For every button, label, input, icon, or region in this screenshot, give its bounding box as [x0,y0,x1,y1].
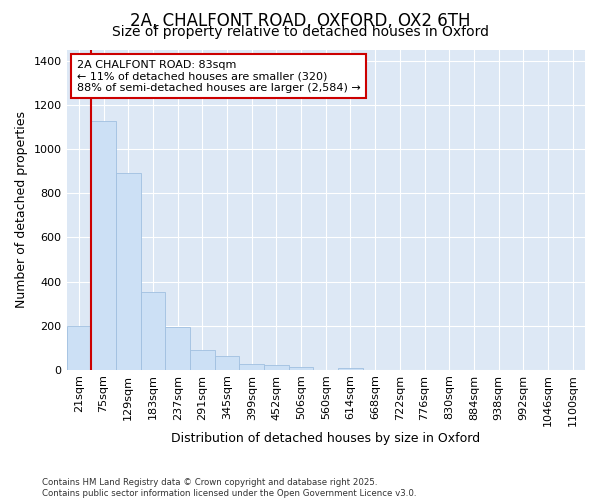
Text: 2A CHALFONT ROAD: 83sqm
← 11% of detached houses are smaller (320)
88% of semi-d: 2A CHALFONT ROAD: 83sqm ← 11% of detache… [77,60,361,93]
X-axis label: Distribution of detached houses by size in Oxford: Distribution of detached houses by size … [171,432,481,445]
Bar [239,364,264,370]
Y-axis label: Number of detached properties: Number of detached properties [15,112,28,308]
Bar [338,368,363,370]
Text: 2A, CHALFONT ROAD, OXFORD, OX2 6TH: 2A, CHALFONT ROAD, OXFORD, OX2 6TH [130,12,470,30]
Bar [67,326,91,370]
Text: Contains HM Land Registry data © Crown copyright and database right 2025.
Contai: Contains HM Land Registry data © Crown c… [42,478,416,498]
Bar [165,327,190,370]
Bar [264,366,289,370]
Bar [289,367,313,370]
Bar [91,120,116,370]
Bar [190,350,215,370]
Bar [215,356,239,370]
Bar [116,173,140,370]
Text: Size of property relative to detached houses in Oxford: Size of property relative to detached ho… [112,25,488,39]
Bar [140,292,165,370]
